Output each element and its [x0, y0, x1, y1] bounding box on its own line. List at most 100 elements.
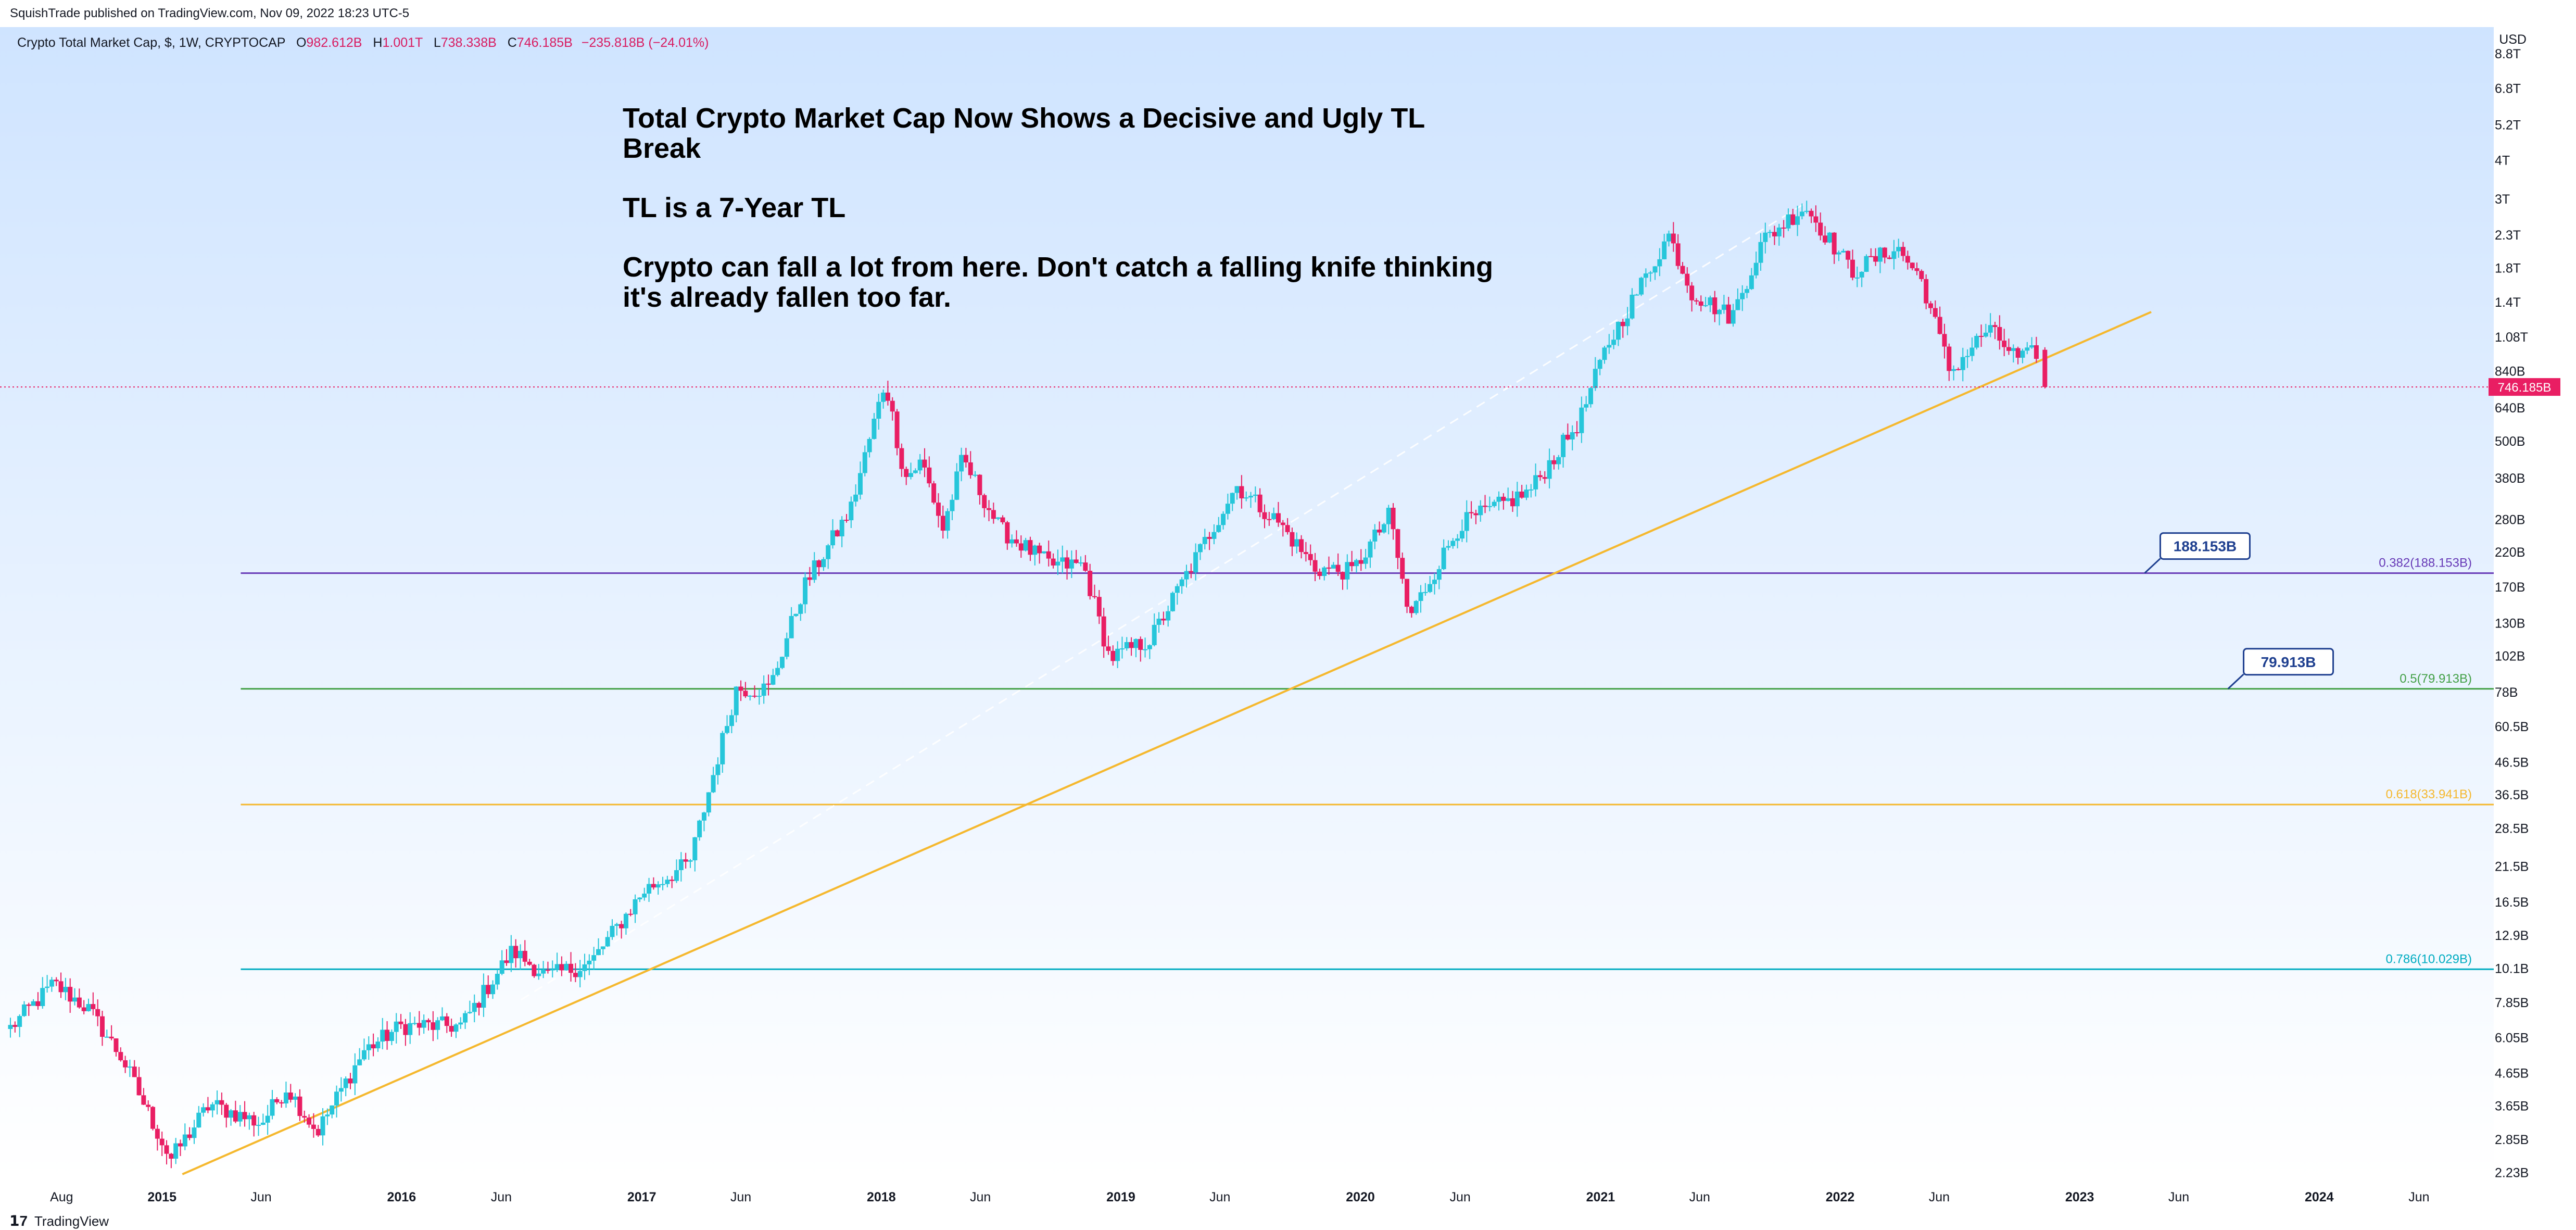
- y-tick-19: 60.5B: [2495, 720, 2529, 734]
- candle-body: [1248, 496, 1253, 497]
- candle-body: [573, 973, 578, 977]
- candle-body: [1198, 544, 1203, 553]
- candle-body: [1565, 435, 1570, 440]
- candle-body: [628, 914, 633, 915]
- candle-body: [679, 859, 684, 870]
- candle-body: [509, 946, 513, 963]
- candle-body: [375, 1041, 380, 1048]
- candle-body: [1510, 498, 1515, 506]
- candle-body: [1079, 562, 1083, 563]
- candle-body: [757, 696, 762, 697]
- candle-body: [362, 1050, 367, 1060]
- candle-body: [440, 1016, 445, 1020]
- footer-brand: TradingView: [34, 1213, 109, 1229]
- candle-body: [1230, 493, 1235, 504]
- x-tick-4: Jun: [491, 1190, 512, 1204]
- candle-body: [1473, 513, 1478, 516]
- candle-body: [344, 1078, 348, 1088]
- y-tick-31: 2.85B: [2495, 1133, 2529, 1147]
- candle-body: [247, 1115, 251, 1120]
- x-tick-14: Jun: [1689, 1190, 1710, 1204]
- candle-body: [1630, 295, 1634, 319]
- candle-body: [890, 401, 895, 412]
- y-tick-2: 5.2T: [2495, 118, 2521, 132]
- candle-body: [1024, 540, 1028, 550]
- candle-body: [752, 696, 757, 697]
- candle-body: [1790, 215, 1795, 225]
- candle-body: [1294, 539, 1299, 546]
- candle-body: [895, 411, 900, 448]
- candle-body: [45, 987, 49, 988]
- candle-body: [1492, 502, 1497, 506]
- candle-body: [775, 668, 780, 675]
- candle-body: [931, 483, 936, 503]
- candle-body: [702, 812, 706, 821]
- candle-body: [1689, 285, 1694, 300]
- candle-body: [977, 475, 982, 495]
- y-tick-17: 102B: [2495, 649, 2525, 663]
- candle-body: [513, 946, 518, 958]
- candle-body: [1432, 580, 1437, 584]
- candle-body: [991, 510, 996, 519]
- candle-body: [817, 560, 822, 567]
- tradingview-logo-icon: 𝟭7: [9, 1212, 28, 1229]
- candle-body: [1891, 252, 1896, 259]
- candle-body: [1924, 279, 1928, 304]
- candle-body: [1579, 408, 1584, 433]
- candle-body: [748, 696, 752, 697]
- candle-body: [1147, 645, 1152, 649]
- candle-body: [59, 981, 64, 992]
- candle-body: [1680, 266, 1685, 274]
- candle-body: [1014, 539, 1019, 544]
- candle-body: [844, 520, 849, 521]
- candle-body: [1450, 541, 1455, 546]
- candle-body: [1873, 256, 1878, 262]
- candle-body: [1712, 297, 1717, 314]
- candle-body: [1262, 512, 1267, 519]
- candle-body: [293, 1097, 298, 1100]
- y-tick-25: 12.9B: [2495, 928, 2529, 943]
- candle-body: [1051, 559, 1056, 566]
- candle-body: [711, 775, 716, 792]
- candle-body: [1055, 562, 1060, 566]
- x-tick-7: 2018: [867, 1190, 896, 1204]
- x-tick-11: 2020: [1346, 1190, 1375, 1204]
- x-tick-6: Jun: [730, 1190, 751, 1204]
- candle-body: [1180, 580, 1184, 586]
- candle-body: [2011, 348, 2016, 351]
- candle-body: [1533, 475, 1538, 490]
- candle-body: [1543, 477, 1547, 479]
- candle-body: [339, 1088, 344, 1092]
- candle-body: [1657, 259, 1662, 267]
- y-tick-8: 1.08T: [2495, 330, 2528, 345]
- candle-body: [1837, 253, 1841, 255]
- candle-body: [872, 419, 876, 439]
- candle-body: [1634, 295, 1639, 296]
- candle-body: [1193, 552, 1198, 572]
- candle-body: [1515, 492, 1520, 506]
- x-tick-0: Aug: [50, 1190, 73, 1204]
- candle-body: [1497, 497, 1501, 502]
- fib-label-3: 0.786(10.029B): [2386, 952, 2472, 966]
- x-tick-5: 2017: [627, 1190, 656, 1204]
- candle-body: [1901, 247, 1905, 256]
- candle-body: [1143, 649, 1147, 650]
- candle-body: [1069, 559, 1074, 568]
- candle-body: [1850, 260, 1855, 278]
- candle-body: [330, 1106, 334, 1114]
- candle-body: [2016, 348, 2021, 358]
- candle-body: [1699, 302, 1703, 306]
- candle-body: [1607, 345, 1611, 347]
- candle-body: [1878, 247, 1883, 261]
- candle-body: [771, 675, 775, 685]
- x-tick-13: 2021: [1586, 1190, 1615, 1204]
- candle-body: [1694, 300, 1699, 302]
- candle-body: [1868, 256, 1873, 257]
- candle-body: [665, 880, 670, 884]
- y-tick-27: 7.85B: [2495, 996, 2529, 1010]
- candle-body: [1827, 233, 1832, 243]
- candle-body: [1621, 322, 1625, 326]
- candle-body: [1598, 360, 1602, 369]
- candle-body: [1097, 597, 1102, 616]
- candle-body: [82, 1008, 86, 1011]
